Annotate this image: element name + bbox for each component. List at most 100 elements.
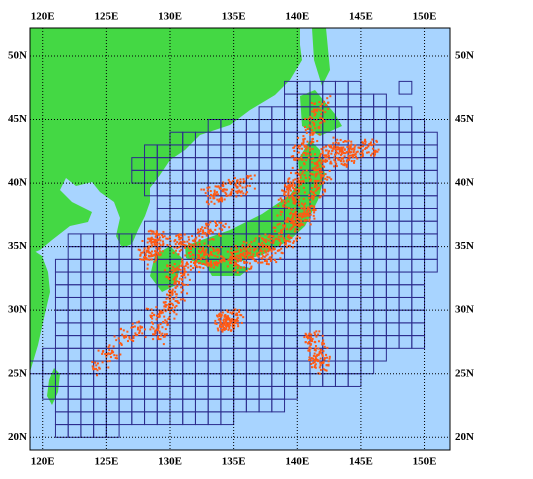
dot (207, 203, 210, 206)
dot (309, 223, 312, 226)
dot (159, 253, 162, 256)
dot (342, 152, 345, 155)
dot (293, 184, 296, 187)
dot (194, 262, 197, 265)
dot (161, 240, 164, 243)
dot (176, 241, 179, 244)
dot (154, 332, 157, 335)
dot (180, 236, 183, 239)
dot (163, 305, 166, 308)
dot (187, 273, 190, 276)
dot (183, 267, 186, 270)
dot (115, 339, 118, 342)
dot (292, 225, 295, 228)
dot (345, 140, 348, 143)
dot (155, 242, 158, 245)
dot (242, 192, 245, 195)
dot (119, 342, 122, 345)
dot (246, 174, 249, 177)
dot (293, 202, 296, 205)
dot (298, 236, 301, 239)
dot (211, 238, 214, 241)
dot (209, 264, 212, 267)
dot (302, 170, 305, 173)
dot (290, 155, 293, 158)
dot (361, 151, 364, 154)
dot (312, 357, 315, 360)
dot (151, 241, 154, 244)
dot (201, 226, 204, 229)
dot (205, 201, 208, 204)
dot (314, 166, 317, 169)
dot (158, 311, 161, 314)
dot (328, 150, 331, 153)
dot (305, 131, 308, 134)
dot (308, 346, 311, 349)
dot (96, 369, 99, 372)
dot (164, 321, 167, 324)
dot (201, 248, 204, 251)
dot (158, 330, 161, 333)
dot (320, 361, 323, 364)
dot (290, 184, 293, 187)
dot (210, 264, 213, 267)
dot (322, 165, 325, 168)
dot (138, 249, 141, 252)
dot (294, 215, 297, 218)
dot (308, 347, 311, 350)
dot (314, 358, 317, 361)
dot (294, 222, 297, 225)
dot (323, 188, 326, 191)
dot (213, 197, 216, 200)
dot (121, 333, 124, 336)
dot (224, 324, 227, 327)
dot (257, 261, 260, 264)
dot (173, 311, 176, 314)
dot (113, 354, 116, 357)
dot (229, 311, 232, 314)
dot (265, 260, 268, 263)
dot (274, 252, 277, 255)
dot (233, 321, 236, 324)
dot (225, 188, 228, 191)
dot (91, 365, 94, 368)
dot (288, 237, 291, 240)
dot (284, 184, 287, 187)
dot (313, 179, 316, 182)
dot (217, 193, 220, 196)
dot (280, 235, 283, 238)
dot (150, 241, 153, 244)
dot (112, 345, 115, 348)
dot (279, 197, 282, 200)
dot (335, 165, 338, 168)
dot (243, 246, 246, 249)
dot (169, 307, 172, 310)
dot (150, 230, 153, 233)
dot (371, 138, 374, 141)
dot (256, 246, 259, 249)
dot (157, 324, 160, 327)
dot (309, 179, 312, 182)
dot (324, 160, 327, 163)
dot (250, 177, 253, 180)
dot (213, 261, 216, 264)
dot (315, 354, 318, 357)
dot (220, 246, 223, 249)
graticule (30, 28, 450, 450)
y-tick-label-right: 30N (455, 304, 474, 316)
dot (311, 131, 314, 134)
dot (304, 153, 307, 156)
dot (227, 316, 230, 319)
dot (364, 148, 367, 151)
dot (217, 252, 220, 255)
dot (224, 320, 227, 323)
dot (367, 151, 370, 154)
dot (166, 264, 169, 267)
dot (145, 307, 148, 310)
dot (217, 200, 220, 203)
dot (298, 196, 301, 199)
dot (96, 374, 99, 377)
dot (233, 255, 236, 258)
dot (333, 159, 336, 162)
dot (163, 315, 166, 318)
